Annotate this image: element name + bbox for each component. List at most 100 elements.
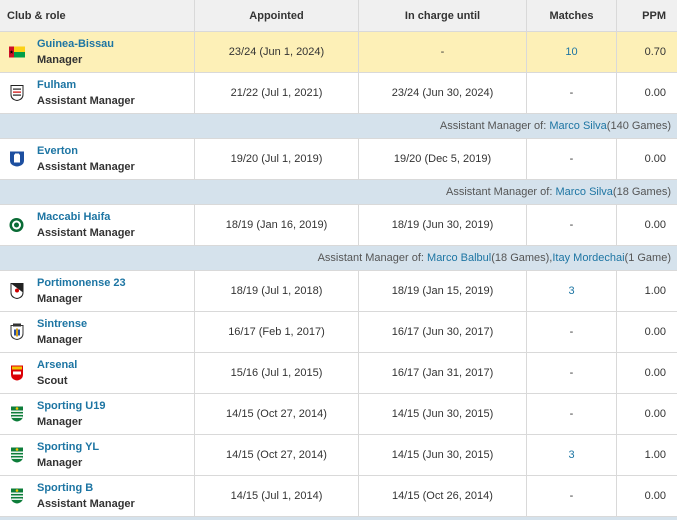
table-row: Everton Assistant Manager 19/20 (Jul 1, … [0, 139, 677, 180]
club-name-link[interactable]: Sporting YL [37, 441, 100, 453]
role-label: Manager [37, 334, 83, 346]
club-name-link[interactable]: Sintrense [37, 318, 88, 330]
club-name-link[interactable]: Arsenal [37, 359, 78, 371]
appointed-date: 16/17 (Feb 1, 2017) [194, 312, 358, 352]
ppm-value: 0.00 [616, 353, 677, 393]
ppm-value: 0.00 [616, 139, 677, 179]
table-row: Sporting YL Manager 14/15 (Oct 27, 2014)… [0, 435, 677, 476]
coach-link[interactable]: Marco Silva [549, 120, 607, 132]
until-date: 23/24 (Jun 30, 2024) [358, 73, 526, 113]
section-prefix: Assistant Manager of: [317, 252, 424, 264]
ppm-value: 0.00 [616, 476, 677, 516]
table-footer-bar [0, 517, 677, 520]
arsenal-crest-icon [8, 365, 25, 382]
ppm-value: 1.00 [616, 271, 677, 311]
header-in-charge-until[interactable]: In charge until [358, 0, 526, 31]
appointed-date: 21/22 (Jul 1, 2021) [194, 73, 358, 113]
appointed-date: 15/16 (Jul 1, 2015) [194, 353, 358, 393]
appointed-date: 14/15 (Oct 27, 2014) [194, 394, 358, 434]
section-row: Assistant Manager of: Marco Silva (18 Ga… [0, 180, 677, 205]
until-date: 19/20 (Dec 5, 2019) [358, 139, 526, 179]
sporting-crest-icon [8, 488, 25, 505]
table-row: Sintrense Manager 16/17 (Feb 1, 2017) 16… [0, 312, 677, 353]
appointed-date: 23/24 (Jun 1, 2024) [194, 32, 358, 72]
matches-value: - [526, 205, 616, 245]
role-label: Assistant Manager [37, 161, 135, 173]
section-prefix: Assistant Manager of: [439, 120, 547, 132]
header-club-role[interactable]: Club & role [7, 9, 66, 22]
table-row: Sporting B Assistant Manager 14/15 (Jul … [0, 476, 677, 517]
table-row: Arsenal Scout 15/16 (Jul 1, 2015) 16/17 … [0, 353, 677, 394]
everton-crest-icon [8, 151, 25, 168]
matches-value: - [526, 139, 616, 179]
table-row: Fulham Assistant Manager 21/22 (Jul 1, 2… [0, 73, 677, 114]
maccabi-haifa-crest-icon [8, 217, 25, 234]
section-games: (18 Games) [612, 186, 671, 198]
until-date: 14/15 (Jun 30, 2015) [358, 435, 526, 475]
guinea-bissau-flag-icon [8, 44, 25, 61]
table-row: Guinea-Bissau Manager 23/24 (Jun 1, 2024… [0, 32, 677, 73]
matches-value: - [526, 312, 616, 352]
appointed-date: 14/15 (Jul 1, 2014) [194, 476, 358, 516]
appointed-date: 18/19 (Jan 16, 2019) [194, 205, 358, 245]
ppm-value: 0.00 [616, 394, 677, 434]
section-row: Assistant Manager of: Marco Silva (140 G… [0, 114, 677, 139]
coach-link[interactable]: Itay Mordechai [552, 252, 625, 264]
role-label: Assistant Manager [37, 498, 135, 510]
role-label: Assistant Manager [37, 227, 135, 239]
matches-link[interactable]: 3 [526, 271, 616, 311]
until-date: 16/17 (Jan 31, 2017) [358, 353, 526, 393]
club-name-link[interactable]: Sporting U19 [37, 400, 106, 412]
table-row: Sporting U19 Manager 14/15 (Oct 27, 2014… [0, 394, 677, 435]
until-date: 18/19 (Jan 15, 2019) [358, 271, 526, 311]
club-name-link[interactable]: Maccabi Haifa [37, 211, 111, 223]
ppm-value: 0.00 [616, 73, 677, 113]
section-row: Assistant Manager of: Marco Balbul (18 G… [0, 246, 677, 271]
sporting-crest-icon [8, 406, 25, 423]
ppm-value: 0.70 [616, 32, 677, 72]
section-games: (1 Game) [624, 252, 671, 264]
ppm-value: 0.00 [616, 312, 677, 352]
club-name-link[interactable]: Fulham [37, 79, 77, 91]
header-ppm[interactable]: PPM [616, 0, 677, 31]
ppm-value: 0.00 [616, 205, 677, 245]
section-prefix: Assistant Manager of: [446, 186, 553, 198]
role-label: Scout [37, 375, 68, 387]
club-name-link[interactable]: Everton [37, 145, 78, 157]
section-text: Assistant Manager of: Marco Balbul (18 G… [318, 246, 671, 270]
appointed-date: 19/20 (Jul 1, 2019) [194, 139, 358, 179]
matches-link[interactable]: 10 [526, 32, 616, 72]
appointed-date: 14/15 (Oct 27, 2014) [194, 435, 358, 475]
matches-value: - [526, 394, 616, 434]
section-text: Assistant Manager of: Marco Silva (140 G… [440, 114, 671, 138]
header-matches[interactable]: Matches [526, 0, 616, 31]
table-row: Maccabi Haifa Assistant Manager 18/19 (J… [0, 205, 677, 246]
until-date: - [358, 32, 526, 72]
club-name-link[interactable]: Portimonense 23 [37, 277, 126, 289]
coach-link[interactable]: Marco Silva [555, 186, 613, 198]
section-games: (140 Games) [606, 120, 671, 132]
until-date: 16/17 (Jun 30, 2017) [358, 312, 526, 352]
club-name-link[interactable]: Guinea-Bissau [37, 38, 115, 50]
portimonense-crest-icon [8, 283, 25, 300]
role-label: Manager [37, 293, 83, 305]
table-header: Club & role Appointed In charge until Ma… [0, 0, 677, 32]
header-appointed[interactable]: Appointed [194, 0, 358, 31]
matches-link[interactable]: 3 [526, 435, 616, 475]
section-games: (18 Games), [491, 252, 553, 264]
table-row: Portimonense 23 Manager 18/19 (Jul 1, 20… [0, 271, 677, 312]
appointed-date: 18/19 (Jul 1, 2018) [194, 271, 358, 311]
coach-link[interactable]: Marco Balbul [427, 252, 492, 264]
ppm-value: 1.00 [616, 435, 677, 475]
until-date: 14/15 (Jun 30, 2015) [358, 394, 526, 434]
role-label: Manager [37, 457, 83, 469]
role-label: Assistant Manager [37, 95, 135, 107]
role-label: Manager [37, 54, 83, 66]
sporting-crest-icon [8, 447, 25, 464]
until-date: 18/19 (Jun 30, 2019) [358, 205, 526, 245]
role-label: Manager [37, 416, 83, 428]
matches-value: - [526, 353, 616, 393]
club-name-link[interactable]: Sporting B [37, 482, 94, 494]
fulham-crest-icon [8, 85, 25, 102]
section-text: Assistant Manager of: Marco Silva (18 Ga… [446, 180, 671, 204]
